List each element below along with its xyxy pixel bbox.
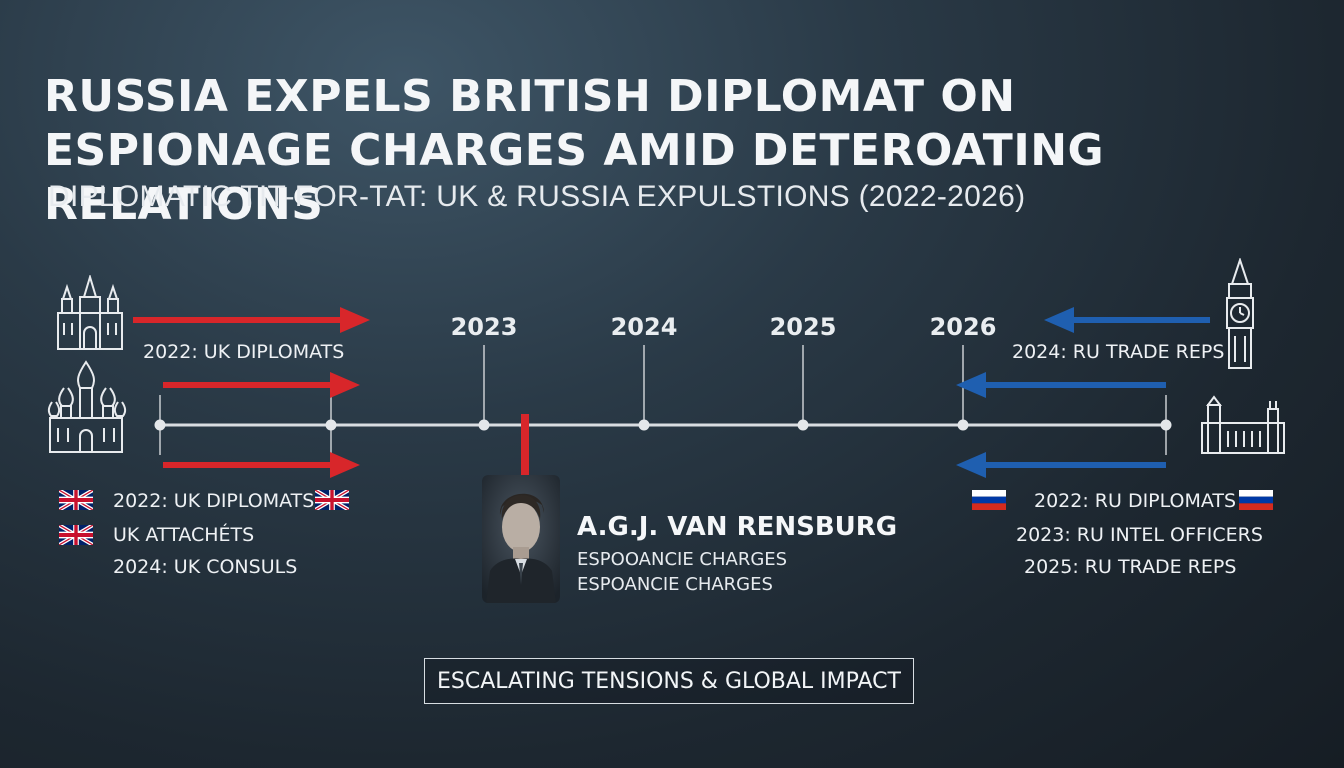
year-2023: 2023 <box>450 313 518 341</box>
uk-arrow-3 <box>163 462 331 468</box>
person-charge-1: ESPOOANCIE CHARGES <box>577 549 788 570</box>
uk-flag-icon <box>59 525 93 545</box>
uk-item-3: 2024: UK CONSULS <box>113 556 298 578</box>
russia-flag-icon <box>1239 490 1273 510</box>
year-2024: 2024 <box>610 313 678 341</box>
russia-flag-icon <box>972 490 1006 510</box>
uk-arrow-3-head <box>330 452 360 478</box>
uk-top-label: 2022: UK DIPLOMATS <box>143 341 345 363</box>
timeline-node <box>154 419 166 431</box>
uk-arrows <box>133 307 370 478</box>
ru-arrow-1-head <box>1044 307 1074 333</box>
person-marker <box>521 414 529 476</box>
person-name: A.G.J. VAN RENSBURG <box>577 512 898 542</box>
person-charge-2: ESPOANCIE CHARGES <box>577 574 773 595</box>
timeline-node <box>638 419 650 431</box>
timeline-node <box>797 419 809 431</box>
ru-top-label: 2024: RU TRADE REPS <box>1012 341 1225 363</box>
big-ben-icon <box>1226 258 1254 369</box>
headline: RUSSIA EXPELS BRITISH DIPLOMAT ON ESPION… <box>44 71 1105 230</box>
uk-item-2: UK ATTACHÉTS <box>113 524 255 546</box>
person-portrait <box>482 475 560 603</box>
ru-arrows <box>956 307 1210 478</box>
timeline-node <box>957 419 969 431</box>
uk-arrow-2 <box>163 382 331 388</box>
parliament-icon <box>1201 395 1285 454</box>
uk-arrow-1-head <box>340 307 370 333</box>
uk-flag-icon <box>59 490 93 510</box>
impact-banner: ESCALATING TENSIONS & GLOBAL IMPACT <box>424 658 914 704</box>
ru-arrow-1 <box>1072 317 1210 323</box>
ru-arrow-2-head <box>956 372 986 398</box>
year-2026: 2026 <box>929 313 997 341</box>
ru-arrow-2 <box>984 382 1166 388</box>
st-basils-cathedral-icon <box>47 360 127 453</box>
uk-item-1: 2022: UK DIPLOMATS <box>113 490 315 512</box>
timeline-node <box>325 419 337 431</box>
uk-arrow-1 <box>133 317 343 323</box>
ru-item-1: 2022: RU DIPLOMATS <box>1034 490 1237 512</box>
kremlin-icon <box>57 275 123 350</box>
uk-flag-icon <box>315 490 349 510</box>
uk-arrow-2-head <box>330 372 360 398</box>
year-2025: 2025 <box>769 313 837 341</box>
ru-arrow-3-head <box>956 452 986 478</box>
ru-item-3: 2025: RU TRADE REPS <box>1024 556 1237 578</box>
timeline-node <box>1160 419 1172 431</box>
ru-item-2: 2023: RU INTEL OFFICERS <box>1016 524 1263 546</box>
ru-arrow-3 <box>984 462 1166 468</box>
subtitle: DIPLOMATIC TIT-FOR-TAT: UK & RUSSIA EXPU… <box>48 180 1026 213</box>
timeline-node <box>478 419 490 431</box>
